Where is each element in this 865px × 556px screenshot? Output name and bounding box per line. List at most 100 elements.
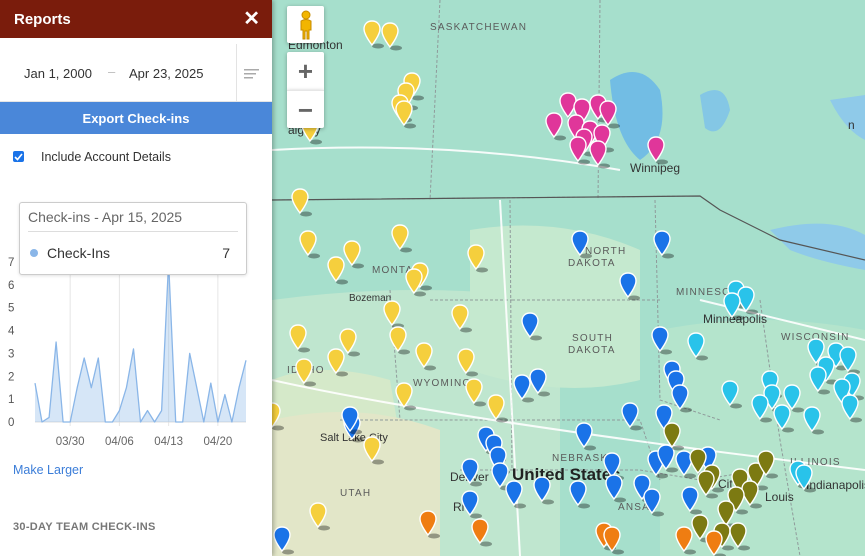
map-marker-pin[interactable]: [273, 526, 299, 556]
map-marker-pin[interactable]: [487, 394, 513, 424]
make-larger-link[interactable]: Make Larger: [13, 463, 84, 477]
map-marker-pin[interactable]: [741, 480, 767, 510]
map-marker-pin[interactable]: [803, 406, 829, 436]
map-marker-pin[interactable]: [289, 324, 315, 354]
map-marker-pin[interactable]: [415, 342, 441, 372]
map-marker-pin[interactable]: [575, 422, 601, 452]
map-marker-pin[interactable]: [513, 374, 539, 404]
include-account-details-checkbox[interactable]: [13, 151, 24, 162]
map-marker-pin[interactable]: [327, 348, 353, 378]
map-marker-pin[interactable]: [471, 518, 497, 548]
map-marker-pin[interactable]: [457, 348, 483, 378]
map-marker-pin[interactable]: [723, 292, 749, 322]
map-marker-pin[interactable]: [339, 328, 365, 358]
map-marker-pin[interactable]: [651, 326, 677, 356]
map-marker-pin[interactable]: [773, 404, 799, 434]
close-icon[interactable]: ✕: [243, 8, 260, 30]
map-marker-pin[interactable]: [545, 112, 571, 142]
series-dot: [30, 249, 38, 257]
x-tick-label: 04/06: [105, 436, 134, 448]
reports-panel: Reports ✕ Jan 1, 2000 – Apr 23, 2025 Exp…: [0, 0, 272, 556]
map-marker-pin[interactable]: [529, 368, 555, 398]
map-marker-pin[interactable]: [687, 332, 713, 362]
zoom-in-button[interactable]: +: [287, 52, 324, 90]
map-marker-pin[interactable]: [795, 464, 821, 494]
map-label: Louis: [765, 490, 794, 504]
map-marker-pin[interactable]: [341, 406, 367, 436]
map-marker-pin[interactable]: [697, 470, 723, 500]
map-marker-pin[interactable]: [675, 526, 701, 556]
checkins-chart[interactable]: 03/30 04/06 04/13 04/20 0 1 2 3 4 5 6 7 Check-ins -…: [0, 200, 272, 460]
map-marker-pin[interactable]: [621, 402, 647, 432]
minus-icon: −: [297, 94, 314, 125]
map-marker-pin[interactable]: [299, 230, 325, 260]
filter-icon[interactable]: [244, 68, 260, 80]
map-marker-pin[interactable]: [381, 22, 407, 52]
y-tick-label: 6: [8, 280, 14, 292]
map-marker-pin[interactable]: [395, 100, 421, 130]
map-marker-pin[interactable]: [383, 300, 409, 330]
map-marker-pin[interactable]: [705, 530, 731, 556]
map-marker-pin[interactable]: [419, 510, 445, 540]
tooltip-divider: [28, 231, 238, 232]
map-marker-pin[interactable]: [461, 458, 487, 488]
map-marker-pin[interactable]: [571, 230, 597, 260]
map-marker-pin[interactable]: [729, 522, 755, 552]
map-marker-pin[interactable]: [589, 140, 615, 170]
map-marker-pin[interactable]: [603, 526, 629, 556]
map-marker-pin[interactable]: [295, 358, 321, 388]
y-tick-label: 1: [8, 394, 14, 406]
map-marker-pin[interactable]: [505, 480, 531, 510]
map-marker-pin[interactable]: [327, 256, 353, 286]
map-marker-pin[interactable]: [751, 394, 777, 424]
map-marker-pin[interactable]: [309, 502, 335, 532]
map-marker-pin[interactable]: [841, 394, 865, 424]
map-marker-pin[interactable]: [653, 230, 679, 260]
map-marker-pin[interactable]: [569, 136, 595, 166]
x-tick-label: 04/13: [154, 436, 183, 448]
map-marker-pin[interactable]: [533, 476, 559, 506]
map-marker-pin[interactable]: [569, 480, 595, 510]
map-label: SOUTH: [572, 333, 613, 344]
date-separator: –: [108, 64, 116, 79]
map-marker-pin[interactable]: [839, 346, 865, 376]
date-end[interactable]: Apr 23, 2025: [129, 66, 204, 81]
map-marker-pin[interactable]: [647, 136, 673, 166]
map-marker-pin[interactable]: [757, 450, 783, 480]
map-marker-pin[interactable]: [491, 462, 517, 492]
date-start[interactable]: Jan 1, 2000: [24, 66, 92, 81]
map-marker-pin[interactable]: [721, 380, 747, 410]
map-marker-pin[interactable]: [657, 444, 683, 474]
tooltip-series-name: Check-Ins: [47, 245, 111, 261]
map-marker-pin[interactable]: [391, 224, 417, 254]
map-marker-pin[interactable]: [291, 188, 317, 218]
date-range-picker[interactable]: Jan 1, 2000 – Apr 23, 2025: [0, 38, 272, 102]
street-view-pegman-button[interactable]: [287, 6, 324, 43]
map-marker-pin[interactable]: [643, 488, 669, 518]
map-label: Bozeman: [349, 293, 392, 304]
map-marker-pin[interactable]: [343, 240, 369, 270]
map-marker-pin[interactable]: [663, 422, 689, 452]
map-marker-pin[interactable]: [605, 474, 631, 504]
map-marker-pin[interactable]: [395, 382, 421, 412]
map-marker-pin[interactable]: [521, 312, 547, 342]
map-marker-pin[interactable]: [451, 304, 477, 334]
map-marker-pin[interactable]: [737, 286, 763, 316]
map-marker-pin[interactable]: [783, 384, 809, 414]
map-marker-pin[interactable]: [671, 384, 697, 414]
zoom-out-button[interactable]: −: [287, 90, 324, 128]
map-marker-pin[interactable]: [809, 366, 835, 396]
map-marker-pin[interactable]: [405, 268, 431, 298]
map-marker-pin[interactable]: [467, 244, 493, 274]
map-marker-pin[interactable]: [619, 272, 645, 302]
map-marker-pin[interactable]: [363, 20, 389, 50]
map-marker-pin[interactable]: [389, 326, 415, 356]
map-marker-pin[interactable]: [363, 436, 389, 466]
export-checkins-button[interactable]: Export Check-ins: [0, 102, 272, 134]
map-marker-pin[interactable]: [599, 100, 625, 130]
include-account-details-row[interactable]: Include Account Details: [0, 134, 272, 179]
map-marker-pin[interactable]: [681, 486, 707, 516]
map-marker-pin[interactable]: [461, 490, 487, 520]
tooltip-value: 7: [222, 245, 230, 261]
map-marker-pin[interactable]: [465, 378, 491, 408]
